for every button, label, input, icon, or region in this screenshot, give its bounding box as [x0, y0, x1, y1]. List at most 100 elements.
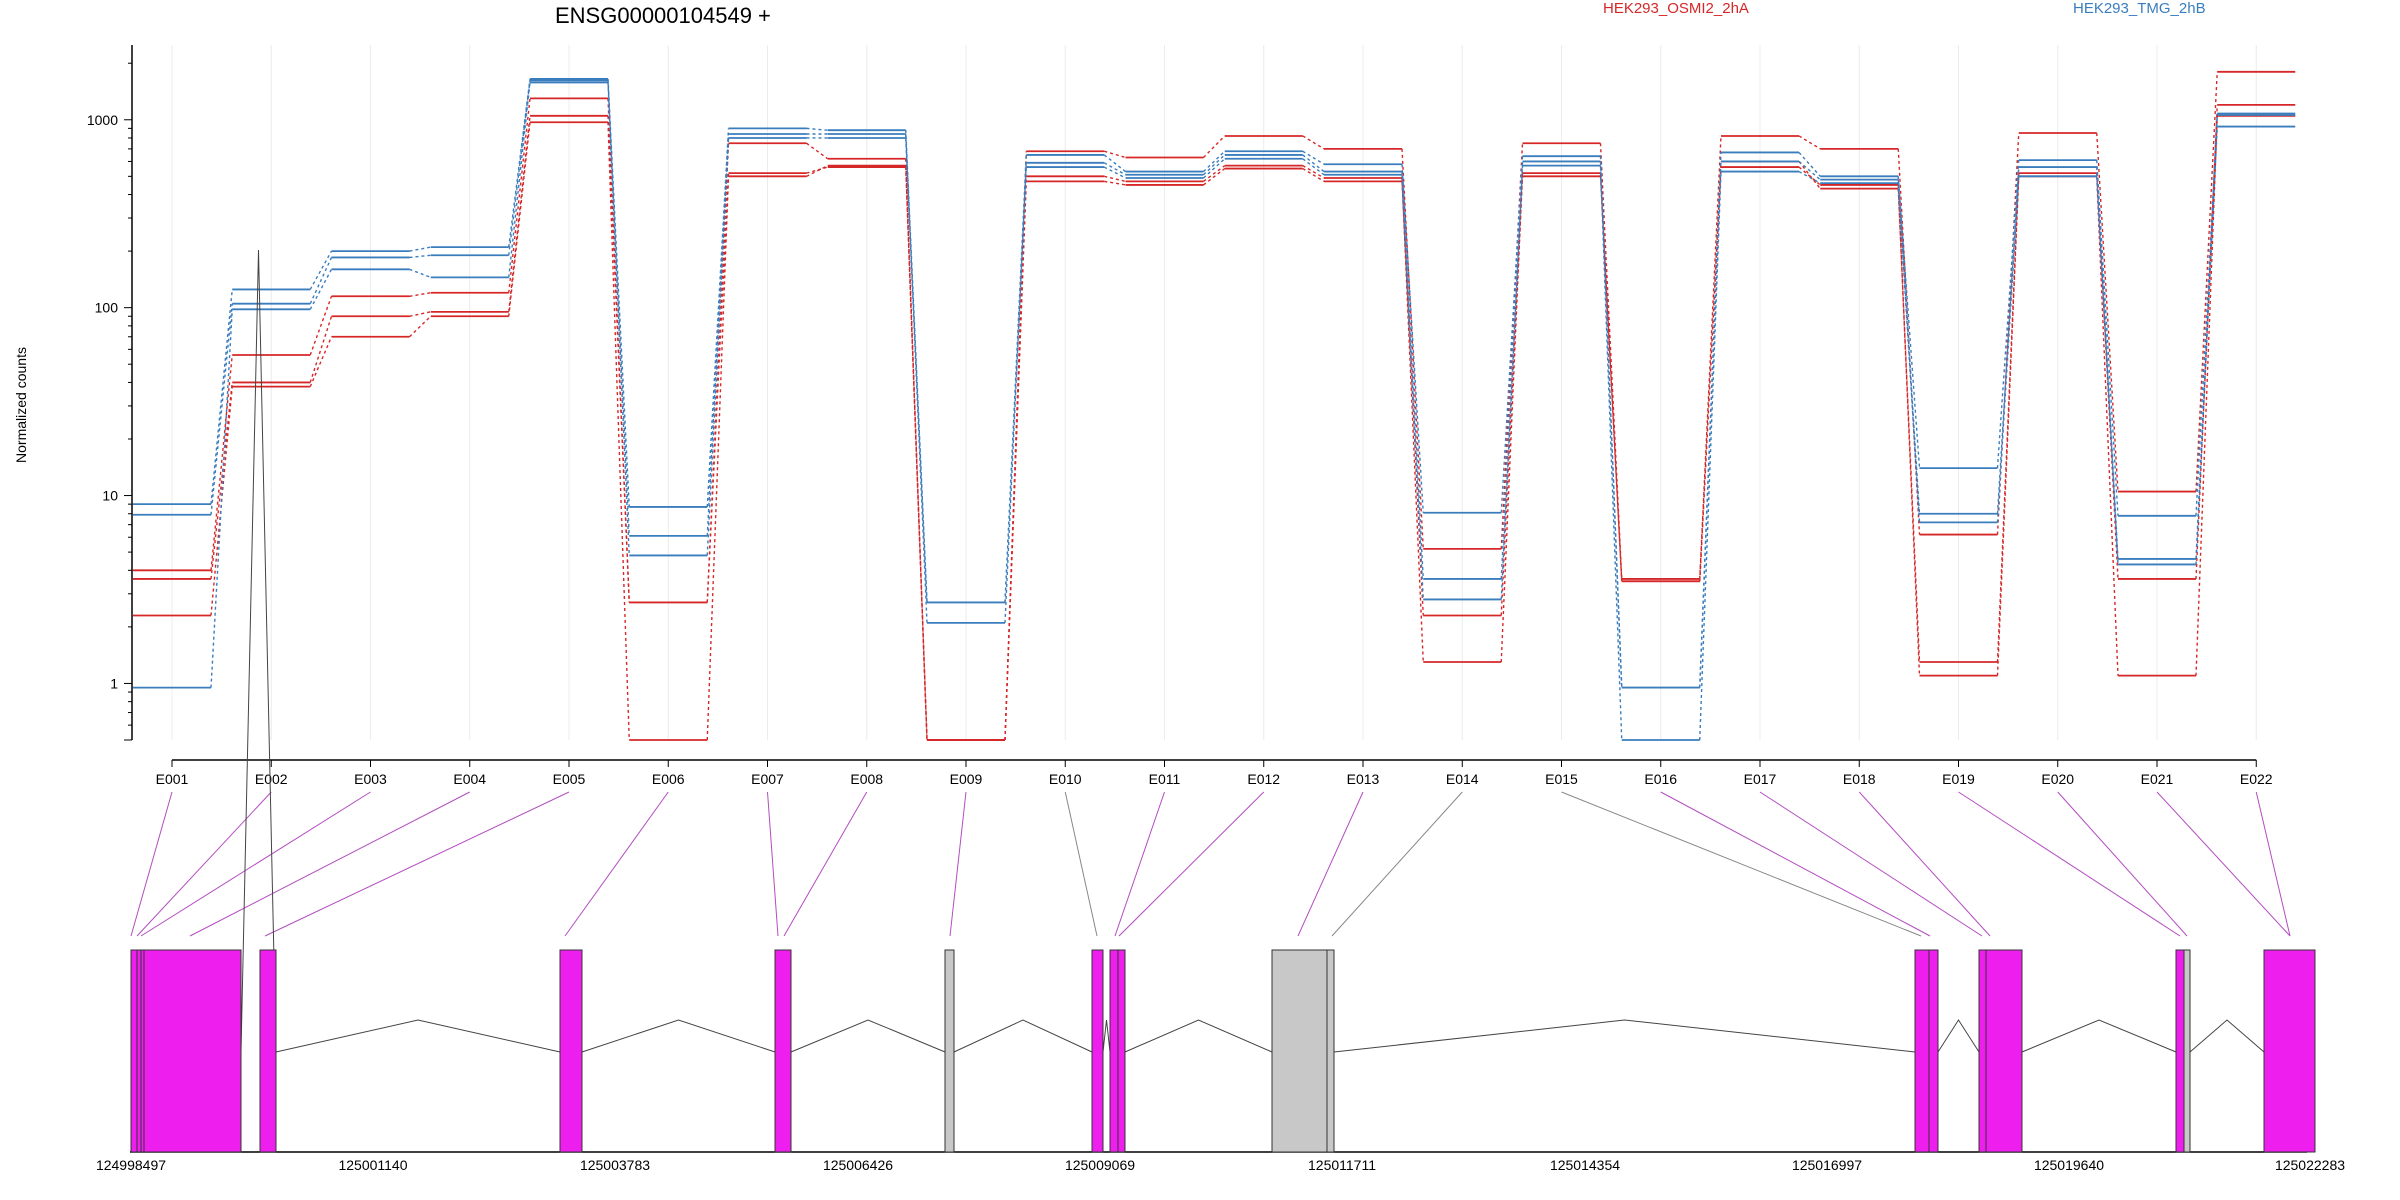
x-tick-label-E013: E013 — [1347, 771, 1380, 787]
series-1-link-20 — [2096, 132, 2119, 492]
connector-E002 — [136, 791, 272, 937]
chart-title: ENSG00000104549 + — [555, 3, 771, 28]
series-4-link-21 — [2195, 113, 2218, 516]
x-tick-label-E016: E016 — [1644, 771, 1677, 787]
intron-line-2 — [275, 1019, 561, 1053]
x-tick-label-E011: E011 — [1149, 771, 1181, 787]
x-tick-label-E019: E019 — [1942, 771, 1975, 787]
x-tick-label-E005: E005 — [553, 771, 586, 787]
connector-E020 — [2057, 791, 2188, 937]
x-tick-label-E001: E001 — [156, 771, 189, 787]
exon-connector-lines — [130, 791, 2291, 937]
series-5-link-12 — [1302, 154, 1325, 173]
series-5-link-2 — [309, 257, 333, 304]
genomic-coordinate-label: 125003783 — [580, 1157, 650, 1173]
x-tick-label-E012: E012 — [1247, 771, 1280, 787]
series-6-link-3 — [409, 268, 431, 278]
intron-line-4 — [790, 1019, 946, 1053]
exon-block-17 — [1985, 949, 2023, 1153]
series-5 — [133, 79, 2296, 689]
exon-block-7 — [774, 949, 792, 1153]
connector-E013 — [1297, 791, 1364, 937]
x-tick-label-E022: E022 — [2240, 771, 2273, 787]
series-2-link-14 — [1500, 173, 1524, 663]
series-6-link-19 — [1996, 176, 2020, 523]
exon-block-13 — [1326, 949, 1335, 1153]
series-1-link-10 — [1104, 150, 1126, 159]
intron-line-5 — [953, 1019, 1093, 1053]
connector-E022 — [2255, 791, 2291, 937]
y-axis-label: Normalized counts — [13, 347, 29, 463]
genomic-coordinate-label: 125016997 — [1792, 1157, 1862, 1173]
series-lines — [133, 70, 2296, 741]
connector-E004 — [189, 791, 470, 937]
series-1-link-6 — [706, 143, 730, 603]
exon-block-19 — [2183, 949, 2191, 1153]
series-1-link-21 — [2195, 71, 2218, 492]
series-3-link-5 — [607, 122, 630, 741]
x-tick-label-E009: E009 — [950, 771, 983, 787]
x-tick-label-E010: E010 — [1049, 771, 1082, 787]
connector-E021 — [2156, 791, 2291, 937]
intron-line-9 — [1937, 1019, 1980, 1053]
connector-E012 — [1118, 791, 1265, 937]
series-3-link-2 — [309, 336, 333, 387]
series-3-link-6 — [706, 176, 730, 741]
connector-E015 — [1561, 791, 1922, 937]
legend-entry-tmg: HEK293_TMG_2hB — [2073, 0, 2206, 17]
series-2-link-1 — [210, 382, 233, 579]
x-tick-label-E003: E003 — [354, 771, 387, 787]
exon-block-16 — [1978, 949, 1987, 1153]
series-4-link-10 — [1103, 154, 1126, 173]
series-4-link-2 — [309, 250, 333, 290]
y-tick-label: 1000 — [87, 112, 118, 128]
series-4-link-3 — [409, 246, 431, 252]
connector-E007 — [767, 791, 779, 937]
x-tick-label-E020: E020 — [2041, 771, 2074, 787]
connector-E005 — [264, 791, 570, 937]
series-2-link-12 — [1302, 165, 1325, 179]
intron-line-1 — [240, 249, 277, 1053]
series-6-link-14 — [1500, 165, 1524, 600]
series-6-link-5 — [607, 82, 630, 556]
series-6-link-18 — [1897, 183, 1921, 523]
connector-E019 — [1958, 791, 2181, 937]
series-2-link-17 — [1798, 161, 1821, 190]
series-3-link-9 — [1004, 181, 1027, 741]
series-5-link-15 — [1599, 161, 1623, 688]
connector-E003 — [140, 791, 371, 937]
series-6-link-12 — [1302, 158, 1325, 176]
genomic-coordinate-label: 125014354 — [1550, 1157, 1620, 1173]
series-3-link-4 — [508, 122, 531, 317]
connector-E017 — [1759, 791, 1983, 937]
gridlines — [171, 45, 2257, 740]
exon-block-4 — [143, 949, 242, 1153]
connector-E009 — [949, 791, 967, 937]
y-tick-label: 100 — [95, 300, 119, 316]
series-3-link-7 — [806, 165, 829, 177]
series-3-link-10 — [1104, 180, 1126, 186]
genomic-coordinate-label: 125022283 — [2275, 1157, 2345, 1173]
connector-E001 — [130, 791, 173, 937]
series-4-link-18 — [1897, 176, 1921, 469]
series-6-link-11 — [1203, 158, 1226, 179]
series-1-link-12 — [1302, 135, 1325, 150]
series-4-link-11 — [1203, 150, 1226, 173]
series-1-link-1 — [210, 354, 233, 571]
intron-line-3 — [581, 1019, 776, 1053]
intron-line-8 — [1333, 1019, 1916, 1053]
series-1-link-16 — [1699, 135, 1722, 579]
y-tick-label: 10 — [102, 488, 118, 504]
series-6-link-4 — [508, 82, 531, 278]
x-tick-label-E002: E002 — [255, 771, 288, 787]
intron-line-7 — [1124, 1019, 1273, 1053]
series-6-link-6 — [706, 137, 730, 556]
series-4-link-12 — [1302, 150, 1325, 165]
series-2-link-21 — [2195, 104, 2218, 579]
exon-block-5 — [259, 949, 277, 1153]
series-3-link-11 — [1203, 167, 1226, 186]
series-5-link-13 — [1401, 171, 1424, 579]
genomic-coordinate-label: 124998497 — [96, 1157, 166, 1173]
series-6-link-17 — [1798, 170, 1821, 184]
connector-E011 — [1114, 791, 1165, 937]
